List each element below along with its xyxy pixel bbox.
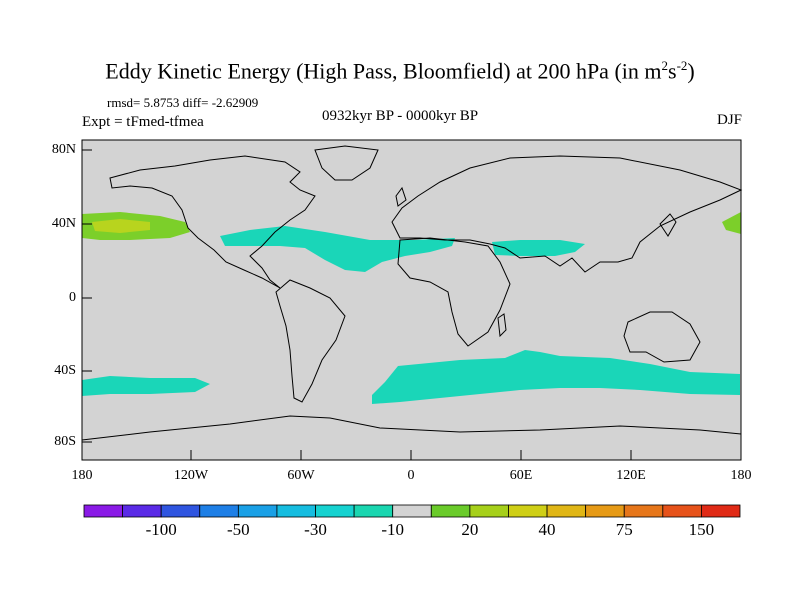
lon-label-120w: 120W <box>173 468 209 483</box>
lon-label-180w: 180 <box>71 468 93 483</box>
field-north-pacific-yellow <box>92 219 150 233</box>
colorbar-label: -10 <box>381 520 405 539</box>
colorbar-swatch <box>276 504 316 518</box>
coast-uk <box>395 186 407 207</box>
colorbar-swatch <box>353 504 394 518</box>
coast-antarctica <box>81 415 742 441</box>
lat-label-40n: 40N <box>51 216 76 231</box>
field-south-pacific <box>82 376 210 396</box>
colorbar-label: 40 <box>538 520 556 539</box>
colorbar-label: 150 <box>688 520 715 539</box>
colorbar-swatch <box>315 504 355 518</box>
colorbar-swatch <box>237 504 278 518</box>
axis-ticks <box>82 149 632 460</box>
coast-eurasia <box>391 155 743 273</box>
colorbar-label: -50 <box>227 520 250 539</box>
lon-label-120e: 120E <box>616 468 646 483</box>
coast-madagascar <box>497 313 507 338</box>
lon-label-180e: 180 <box>730 468 752 483</box>
coast-north-america <box>109 155 316 289</box>
colorbar-label: -100 <box>145 520 177 539</box>
chart-title: Eddy Kinetic Energy (High Pass, Bloomfie… <box>105 58 695 84</box>
colorbar-swatch <box>623 504 664 518</box>
season-label: DJF <box>716 112 742 128</box>
field-southern-ocean <box>372 350 740 404</box>
colorbar-swatch <box>701 504 741 518</box>
colorbar-swatch <box>392 504 432 518</box>
coast-africa <box>397 237 511 347</box>
colorbar-swatch <box>430 504 471 518</box>
field-east-pacific-green <box>722 212 741 234</box>
colorbar-swatch <box>199 504 239 518</box>
field-north-atlantic <box>220 226 455 272</box>
coast-greenland <box>314 145 379 181</box>
colorbar-swatch <box>662 504 702 518</box>
coastlines <box>81 145 743 441</box>
experiment-label: Expt = tFmed-tfmea <box>82 114 204 130</box>
field-asia <box>492 240 585 256</box>
lat-label-80n: 80N <box>51 142 76 157</box>
lon-label-60w: 60W <box>287 468 315 483</box>
colorbar-swatch <box>546 504 587 518</box>
colorbar-swatch <box>83 504 123 518</box>
colorbar-swatch <box>160 504 201 518</box>
period-label: 0932kyr BP - 0000kyr BP <box>321 108 479 124</box>
stats-text: rmsd= 5.8753 diff= -2.62909 <box>107 95 259 110</box>
map-background <box>82 140 741 460</box>
colorbar-swatch <box>122 504 162 518</box>
colorbar-label: 20 <box>461 520 479 539</box>
lat-label-0: 0 <box>69 290 76 305</box>
coast-south-america <box>275 279 346 403</box>
coast-japan-islands <box>659 213 677 237</box>
colorbar-swatch <box>585 504 625 518</box>
colorbar-label: -30 <box>304 520 327 539</box>
lat-label-40s: 40S <box>54 363 76 378</box>
lon-label-0: 0 <box>407 468 415 483</box>
colorbar-label: 75 <box>615 520 633 539</box>
colorbar-swatch <box>508 504 548 518</box>
lon-label-60e: 60E <box>509 468 533 483</box>
anomaly-fields <box>82 212 741 404</box>
coast-australia <box>623 311 701 363</box>
colorbar-swatch <box>469 504 509 518</box>
lat-label-80s: 80S <box>54 434 76 449</box>
